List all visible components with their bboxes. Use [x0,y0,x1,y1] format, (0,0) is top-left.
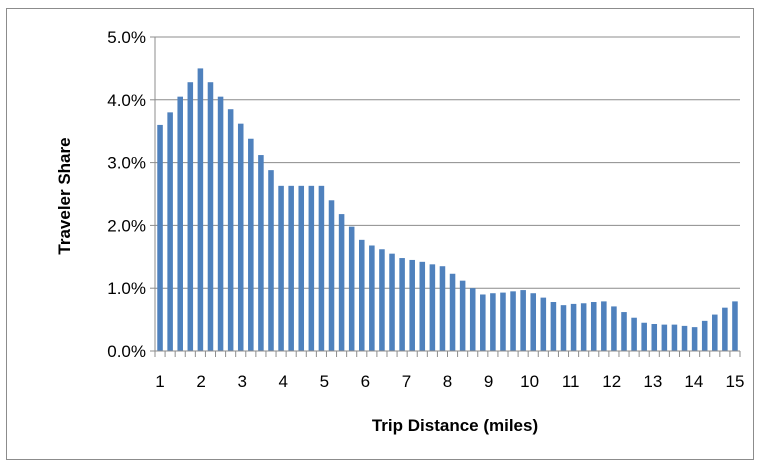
bar [732,301,738,351]
bar [157,124,163,351]
bar [187,82,194,351]
x-tick-label: 12 [602,372,621,391]
bar [348,226,355,351]
bar [167,112,173,351]
x-tick-label: 9 [484,372,493,391]
bar [419,261,426,351]
bar [520,290,526,351]
bar [540,297,547,351]
bar [631,317,637,351]
bar [318,185,325,351]
x-tick-label: 4 [279,372,288,391]
bar [701,320,708,351]
bar [530,293,537,351]
bar [258,155,264,351]
bar [237,123,244,351]
x-tick-label: 14 [684,372,703,391]
bar [379,249,385,351]
bar [651,323,658,351]
bar [338,214,345,351]
bar [580,303,587,351]
y-tick-label: 3.0% [107,154,146,173]
bar [449,273,456,351]
axes [150,36,741,357]
bar [570,303,577,351]
y-tick-label: 2.0% [107,216,146,235]
x-tick-labels: 1 2 3 4 5 6 7 8 9 10 11 12 13 14 15 [155,372,744,391]
bar [611,306,617,351]
x-tick-label: 1 [155,372,164,391]
bar [641,322,647,351]
y-tick-label: 4.0% [107,91,146,110]
bar [601,301,607,351]
y-tick-label: 0.0% [107,342,146,361]
bar [207,82,214,351]
bar [429,264,436,351]
bar [248,138,254,351]
bar [480,294,486,351]
bar [298,185,305,351]
x-tick-label: 5 [320,372,329,391]
x-tick-label: 7 [402,372,411,391]
chart-frame [6,8,754,460]
bar [399,258,405,351]
bar [389,253,395,351]
bar [681,325,688,351]
bar [227,109,234,351]
bar [500,292,506,351]
bar [308,185,315,351]
bar [712,314,718,351]
bar [217,96,224,351]
bar [490,293,496,351]
y-axis-title: Traveler Share [55,137,74,254]
y-tick-label: 1.0% [107,279,146,298]
x-tick-label: 3 [237,372,246,391]
bar [369,245,375,351]
x-tick-label: 15 [725,372,744,391]
bar [439,266,446,351]
bar [288,185,294,351]
bar [590,302,597,351]
bar [621,312,627,351]
x-tick-label: 8 [443,372,452,391]
bar [469,288,476,351]
bar [560,305,567,351]
bar [459,280,466,351]
x-tick-label: 6 [361,372,370,391]
bar [328,200,335,351]
bar [278,185,284,351]
bar [691,327,698,351]
x-tick-label: 10 [520,372,539,391]
y-tick-label: 5.0% [107,28,146,47]
bar [358,239,365,351]
x-tick-label: 11 [562,372,580,391]
bar [409,259,415,351]
bar [661,324,668,351]
bar [550,302,557,351]
x-tick-label: 2 [196,372,205,391]
bar [722,307,728,351]
bar [177,96,183,351]
bar [268,170,274,351]
bars [157,68,738,352]
x-tick-label: 13 [643,372,662,391]
y-tick-labels: 0.0% 1.0% 2.0% 3.0% 4.0% 5.0% [107,28,146,361]
bar [197,68,204,352]
bar [671,324,678,351]
x-axis-title: Trip Distance (miles) [372,416,538,435]
bar [510,291,516,351]
